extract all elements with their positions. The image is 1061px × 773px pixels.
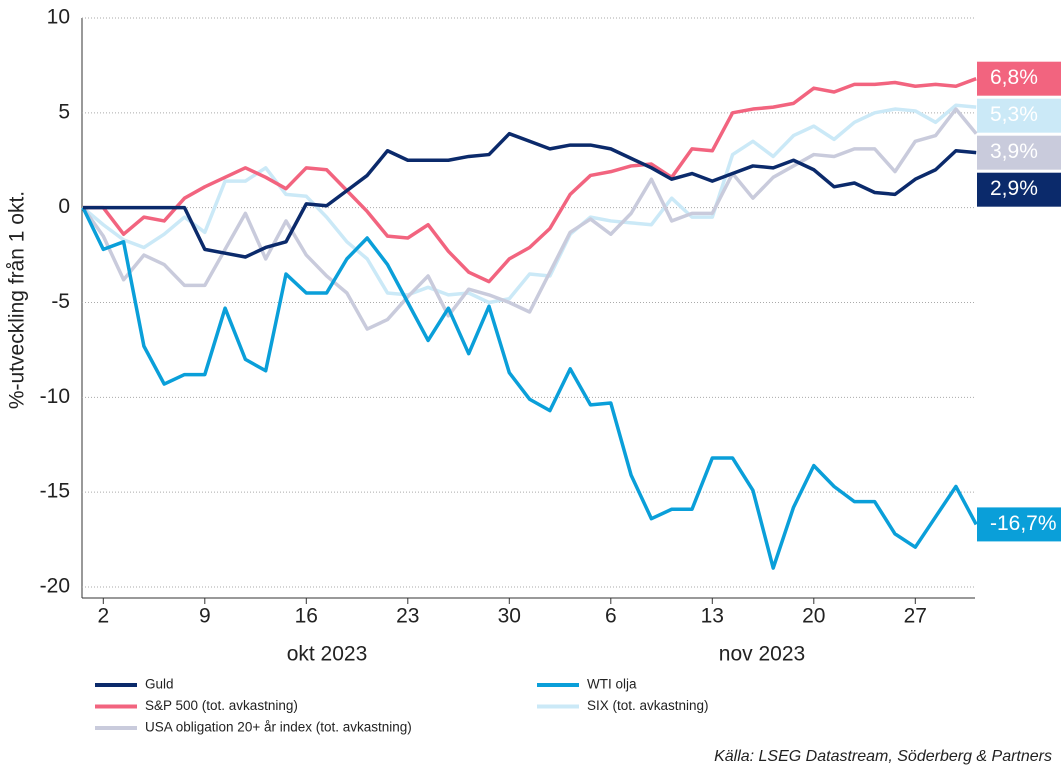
y-axis-label: %-utveckling från 1 okt. xyxy=(6,191,29,409)
legend-label: S&P 500 (tot. avkastning) xyxy=(145,698,298,713)
y-tick-label: -5 xyxy=(51,290,70,313)
y-tick-label: 0 xyxy=(58,195,70,218)
x-tick-label: 2 xyxy=(97,605,109,628)
month-label: nov 2023 xyxy=(719,643,805,666)
legend-label: SIX (tot. avkastning) xyxy=(587,698,709,713)
y-tick-label: -20 xyxy=(40,575,70,598)
x-tick-label: 27 xyxy=(904,605,927,628)
end-label-box xyxy=(977,507,1061,542)
end-label: -16,7% xyxy=(990,512,1057,535)
y-tick-label: 10 xyxy=(47,6,70,29)
end-label: 5,3% xyxy=(990,103,1038,126)
end-label-box xyxy=(977,98,1061,133)
x-tick-label: 9 xyxy=(199,605,211,628)
end-label-box xyxy=(977,135,1061,170)
series-line xyxy=(81,206,978,570)
month-label: okt 2023 xyxy=(287,643,368,666)
x-tick-label: 30 xyxy=(498,605,521,628)
x-tick-label: 13 xyxy=(701,605,724,628)
legend-label: USA obligation 20+ år index (tot. avkast… xyxy=(145,720,412,735)
end-label-box xyxy=(977,61,1061,96)
end-label: 6,8% xyxy=(990,66,1038,89)
series-line xyxy=(81,103,977,305)
end-label: 2,9% xyxy=(990,177,1038,200)
series-line xyxy=(81,107,978,331)
source: Källa: LSEG Datastream, Söderberg & Part… xyxy=(714,748,1052,765)
x-tick-label: 6 xyxy=(605,605,617,628)
x-tick-label: 23 xyxy=(396,605,419,628)
y-tick-label: -15 xyxy=(40,480,70,503)
x-tick-label: 16 xyxy=(295,605,318,628)
legend-label: WTI olja xyxy=(587,677,637,692)
end-label: 3,9% xyxy=(990,140,1038,163)
x-tick-label: 20 xyxy=(802,605,825,628)
series-line xyxy=(83,77,977,284)
y-tick-label: -10 xyxy=(40,385,70,408)
series-line xyxy=(83,131,977,259)
end-label-box xyxy=(977,172,1061,207)
legend-label: Guld xyxy=(145,677,174,692)
y-tick-label: 5 xyxy=(58,100,70,123)
